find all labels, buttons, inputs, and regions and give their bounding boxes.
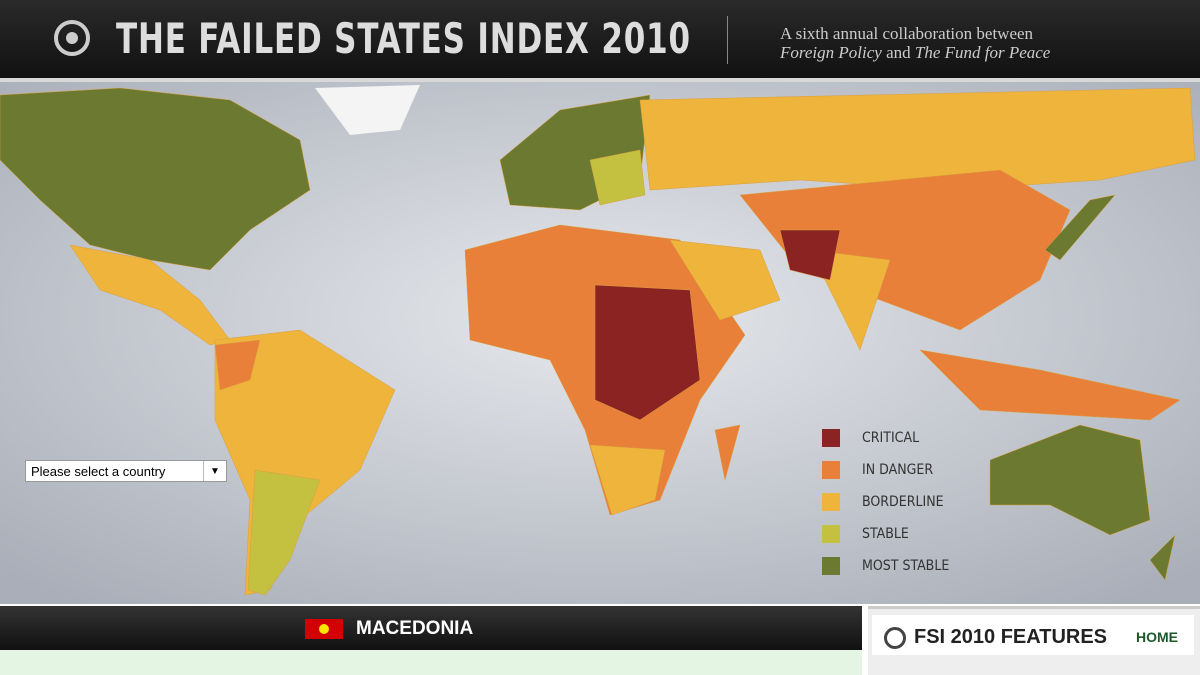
legend-swatch xyxy=(822,557,840,575)
legend-swatch xyxy=(822,429,840,447)
legend-swatch xyxy=(822,493,840,511)
eastern-europe xyxy=(589,149,646,206)
legend-label: MOST STABLE xyxy=(862,558,949,574)
southern-cone xyxy=(247,469,321,596)
north-america xyxy=(0,87,311,271)
features-title: FSI 2010 FEATURES xyxy=(914,626,1108,648)
divider xyxy=(727,16,728,64)
legend-label: STABLE xyxy=(862,526,909,542)
country-bar: MACEDONIA xyxy=(0,606,862,650)
title: THE FAILED STATES INDEX 2010 xyxy=(116,14,691,63)
subtitle-italic: Foreign Policy xyxy=(780,43,882,62)
features-icon xyxy=(884,627,906,649)
japan xyxy=(1044,194,1116,261)
subtitle-text: and xyxy=(886,43,911,62)
south-america-north xyxy=(214,339,261,391)
southern-africa xyxy=(589,444,666,516)
subtitle-line: A sixth annual collaboration between xyxy=(780,24,1034,43)
select-placeholder: Please select a country xyxy=(31,464,166,479)
map: CRITICAL IN DANGER BORDERLINE STABLE MOST ST… xyxy=(0,82,1200,604)
legend-label: CRITICAL xyxy=(862,430,919,446)
legend: CRITICAL IN DANGER BORDERLINE STABLE MOST ST… xyxy=(822,429,949,575)
features-box: FSI 2010 FEATURES HOME xyxy=(872,615,1194,655)
legend-swatch xyxy=(822,461,840,479)
legend-label: IN DANGER xyxy=(862,462,933,478)
header: THE FAILED STATES INDEX 2010 A sixth ann… xyxy=(0,0,1200,82)
legend-label: BORDERLINE xyxy=(862,494,944,510)
features-panel: FSI 2010 FEATURES HOME xyxy=(868,606,1200,675)
southeast-asia xyxy=(919,349,1181,421)
central-africa xyxy=(594,284,701,421)
legend-swatch xyxy=(822,525,840,543)
new-zealand xyxy=(1149,534,1176,581)
country-name: MACEDONIA xyxy=(356,618,474,639)
greenland xyxy=(315,85,420,135)
content-strip xyxy=(0,650,862,675)
subtitle-italic: The Fund for Peace xyxy=(914,43,1051,62)
flag xyxy=(305,619,343,639)
subtitle-line: Foreign Policy and The Fund for Peace xyxy=(780,43,1050,62)
select-arrow[interactable]: ▼ xyxy=(203,461,226,481)
afghanistan-pakistan xyxy=(779,229,841,281)
country-select[interactable]: Please select a country ▼ xyxy=(25,460,227,482)
subtitle: A sixth annual collaboration between For… xyxy=(780,24,1050,62)
australia xyxy=(989,424,1151,536)
home-link[interactable]: HOME xyxy=(1136,629,1178,645)
logo xyxy=(54,20,90,56)
madagascar xyxy=(714,424,741,481)
middle-east xyxy=(669,239,781,321)
russia xyxy=(639,87,1196,191)
